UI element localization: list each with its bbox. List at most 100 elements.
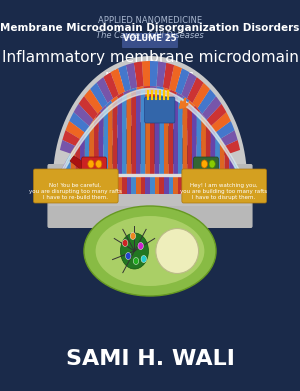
Polygon shape (178, 96, 183, 176)
Polygon shape (225, 176, 229, 194)
Polygon shape (192, 83, 210, 108)
Polygon shape (206, 120, 211, 176)
Polygon shape (123, 90, 135, 116)
Polygon shape (134, 61, 144, 88)
Circle shape (125, 253, 131, 260)
Polygon shape (141, 176, 145, 194)
Polygon shape (136, 86, 145, 112)
Polygon shape (100, 106, 117, 129)
Polygon shape (145, 88, 150, 176)
Polygon shape (127, 91, 131, 176)
Polygon shape (169, 65, 182, 92)
Polygon shape (91, 117, 110, 139)
Polygon shape (173, 93, 178, 176)
Polygon shape (155, 176, 159, 194)
Polygon shape (103, 72, 119, 99)
Polygon shape (183, 99, 187, 176)
Polygon shape (66, 153, 71, 176)
Polygon shape (196, 176, 201, 194)
Polygon shape (234, 161, 238, 176)
Polygon shape (159, 176, 164, 194)
Polygon shape (70, 156, 89, 171)
Text: SAMI H. WALI: SAMI H. WALI (66, 349, 234, 369)
Polygon shape (169, 91, 173, 176)
Polygon shape (103, 176, 108, 194)
Polygon shape (71, 145, 75, 176)
Polygon shape (117, 93, 130, 118)
Polygon shape (196, 132, 216, 150)
Polygon shape (181, 72, 196, 99)
FancyBboxPatch shape (82, 157, 106, 183)
Circle shape (88, 160, 94, 168)
Polygon shape (74, 104, 93, 127)
Polygon shape (199, 139, 219, 156)
Polygon shape (201, 115, 206, 176)
Polygon shape (211, 112, 231, 133)
Polygon shape (220, 139, 225, 176)
Polygon shape (155, 86, 164, 112)
Polygon shape (229, 176, 234, 194)
Polygon shape (215, 132, 220, 176)
Polygon shape (60, 140, 81, 156)
Polygon shape (79, 147, 99, 163)
Text: VOLUME 25: VOLUME 25 (123, 34, 177, 43)
Polygon shape (130, 88, 140, 114)
Polygon shape (169, 176, 173, 194)
Polygon shape (90, 83, 108, 108)
Polygon shape (170, 93, 183, 118)
Circle shape (201, 160, 208, 168)
FancyBboxPatch shape (182, 169, 267, 203)
Polygon shape (75, 176, 80, 194)
Polygon shape (145, 176, 150, 194)
Polygon shape (57, 169, 62, 178)
Polygon shape (183, 106, 200, 129)
Polygon shape (190, 117, 209, 139)
Polygon shape (206, 176, 211, 194)
Polygon shape (105, 100, 121, 126)
Polygon shape (79, 96, 98, 120)
FancyBboxPatch shape (145, 97, 175, 123)
Polygon shape (127, 176, 131, 194)
Circle shape (130, 233, 136, 240)
Polygon shape (150, 88, 155, 176)
Polygon shape (113, 99, 117, 176)
FancyBboxPatch shape (47, 164, 253, 228)
Polygon shape (126, 63, 137, 89)
Polygon shape (155, 88, 159, 176)
Polygon shape (238, 169, 243, 178)
Polygon shape (173, 176, 178, 194)
Polygon shape (202, 156, 223, 169)
Polygon shape (77, 156, 98, 169)
Polygon shape (207, 104, 226, 127)
Circle shape (138, 242, 143, 249)
Circle shape (121, 233, 148, 269)
Ellipse shape (84, 206, 216, 296)
Polygon shape (192, 176, 196, 194)
FancyArrowPatch shape (180, 99, 188, 108)
Polygon shape (61, 176, 66, 194)
Polygon shape (53, 56, 247, 176)
Polygon shape (165, 90, 177, 116)
Polygon shape (160, 88, 170, 114)
Polygon shape (141, 88, 145, 176)
Polygon shape (201, 176, 206, 194)
Polygon shape (85, 126, 89, 176)
Polygon shape (122, 176, 127, 194)
Polygon shape (178, 176, 183, 194)
Polygon shape (84, 89, 103, 114)
Polygon shape (211, 126, 215, 176)
Polygon shape (87, 124, 106, 145)
Polygon shape (81, 139, 101, 156)
Polygon shape (225, 145, 229, 176)
Polygon shape (164, 90, 169, 176)
Polygon shape (97, 77, 113, 103)
Polygon shape (187, 102, 192, 176)
Polygon shape (108, 102, 113, 176)
Polygon shape (136, 176, 141, 194)
Polygon shape (202, 96, 221, 120)
Polygon shape (117, 96, 122, 176)
Polygon shape (62, 130, 83, 149)
Polygon shape (61, 161, 66, 176)
Polygon shape (164, 176, 169, 194)
Text: APPLIED NANOMEDICINE: APPLIED NANOMEDICINE (98, 16, 202, 25)
